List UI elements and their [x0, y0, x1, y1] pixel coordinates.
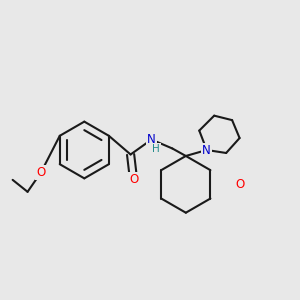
Text: N: N	[147, 133, 156, 146]
Text: O: O	[36, 166, 46, 179]
Text: H: H	[152, 144, 160, 154]
Text: O: O	[235, 178, 244, 191]
Text: N: N	[202, 143, 211, 157]
Text: O: O	[129, 173, 138, 186]
